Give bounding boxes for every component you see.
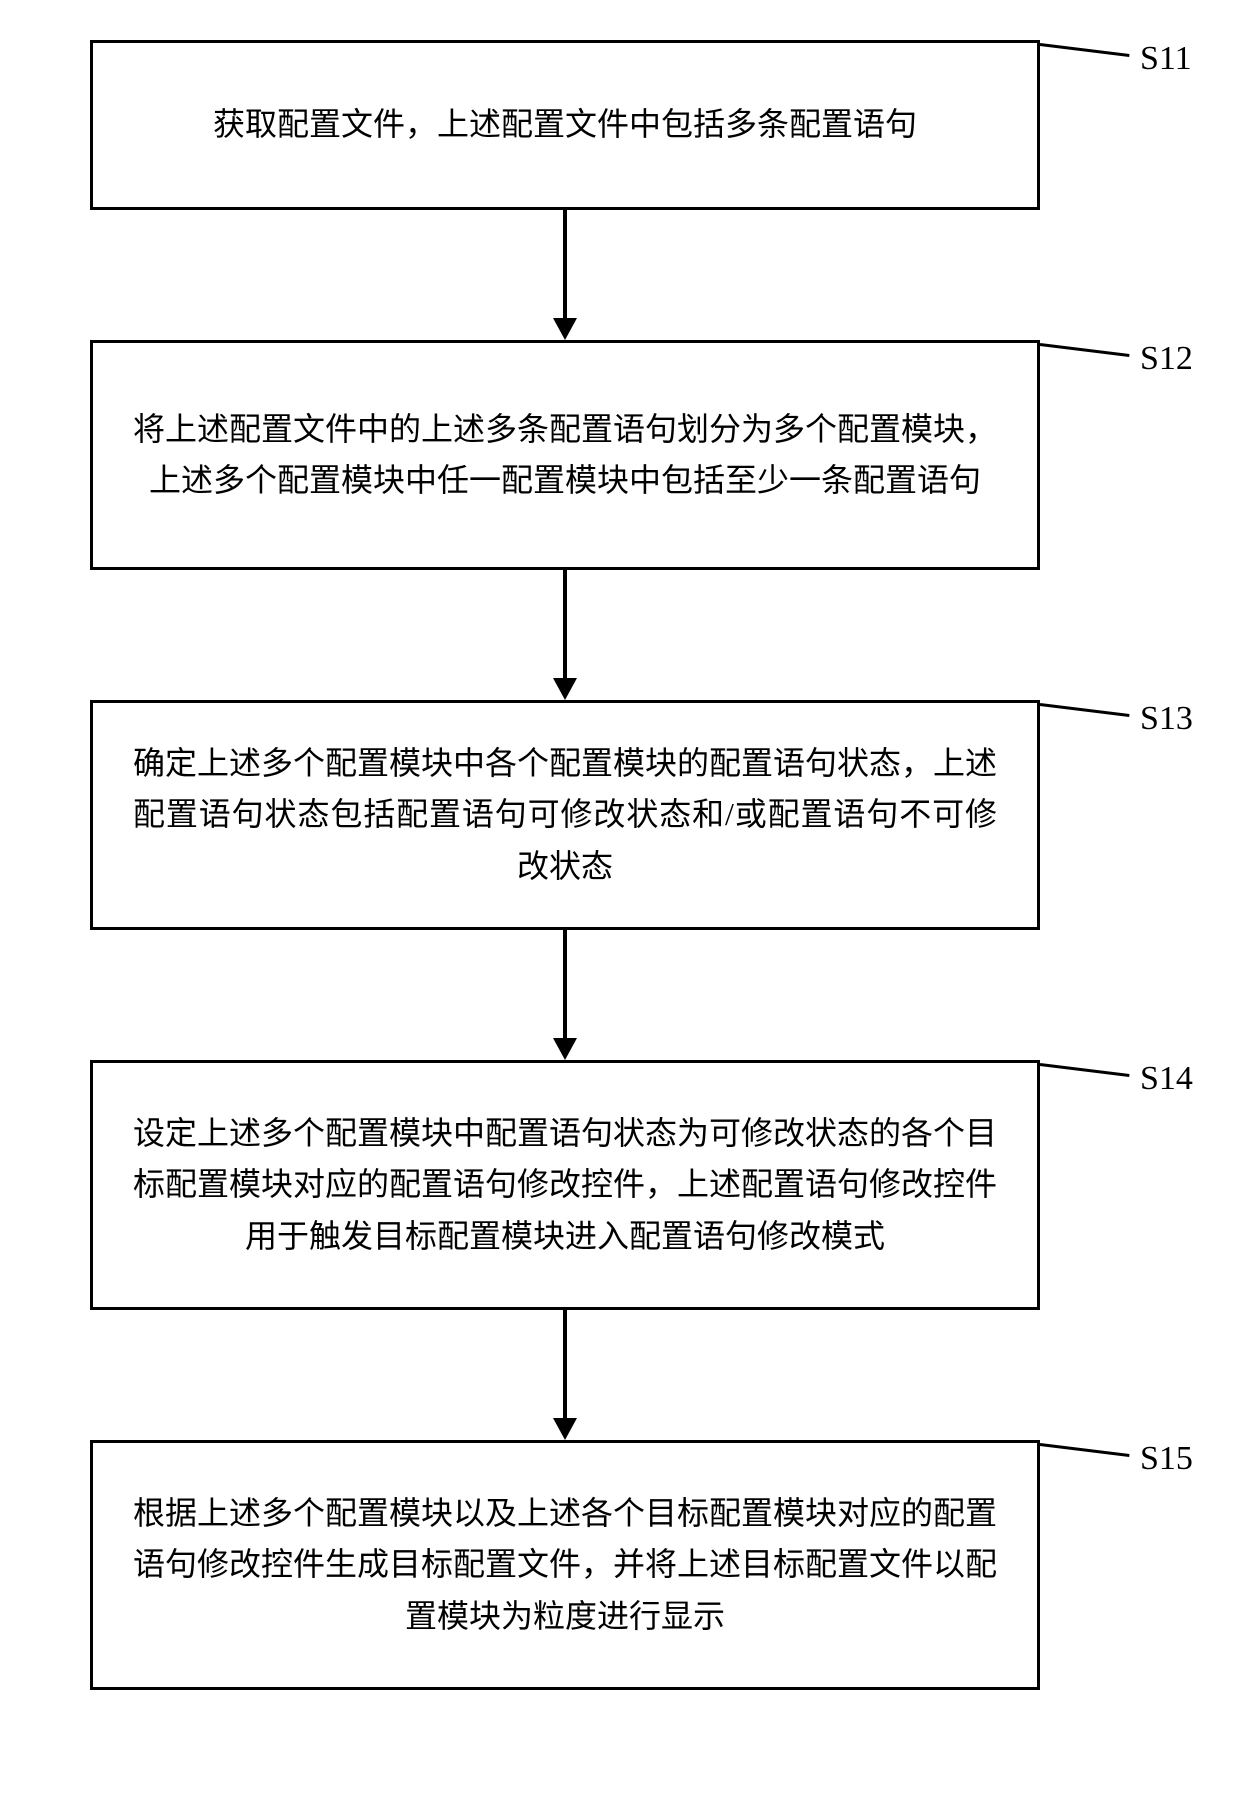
step-text-s13: 确定上述多个配置模块中各个配置模块的配置语句状态，上述配置语句状态包括配置语句可… bbox=[133, 738, 997, 892]
arrow-line-4 bbox=[563, 1310, 567, 1418]
step-box-s14: 设定上述多个配置模块中配置语句状态为可修改状态的各个目标配置模块对应的配置语句修… bbox=[90, 1060, 1040, 1310]
arrow-line-2 bbox=[563, 570, 567, 678]
step-text-s15: 根据上述多个配置模块以及上述各个目标配置模块对应的配置语句修改控件生成目标配置文… bbox=[133, 1488, 997, 1642]
arrow-head-2 bbox=[553, 678, 577, 700]
step-text-s12: 将上述配置文件中的上述多条配置语句划分为多个配置模块，上述多个配置模块中任一配置… bbox=[133, 404, 997, 506]
arrow-head-3 bbox=[553, 1038, 577, 1060]
connector-s15 bbox=[1040, 1443, 1130, 1457]
arrow-line-1 bbox=[563, 210, 567, 318]
arrow-line-3 bbox=[563, 930, 567, 1038]
step-label-s12: S12 bbox=[1140, 340, 1193, 378]
step-box-s13: 确定上述多个配置模块中各个配置模块的配置语句状态，上述配置语句状态包括配置语句可… bbox=[90, 700, 1040, 930]
step-text-s14: 设定上述多个配置模块中配置语句状态为可修改状态的各个目标配置模块对应的配置语句修… bbox=[133, 1108, 997, 1262]
step-label-s15: S15 bbox=[1140, 1440, 1193, 1478]
step-box-s11: 获取配置文件，上述配置文件中包括多条配置语句 bbox=[90, 40, 1040, 210]
step-label-s13: S13 bbox=[1140, 700, 1193, 738]
connector-s13 bbox=[1040, 703, 1130, 717]
connector-s12 bbox=[1040, 343, 1130, 357]
connector-s14 bbox=[1040, 1063, 1130, 1077]
step-text-s11: 获取配置文件，上述配置文件中包括多条配置语句 bbox=[213, 99, 917, 150]
step-label-s14: S14 bbox=[1140, 1060, 1193, 1098]
step-label-s11: S11 bbox=[1140, 40, 1192, 78]
arrow-head-4 bbox=[553, 1418, 577, 1440]
connector-s11 bbox=[1040, 43, 1130, 57]
step-box-s15: 根据上述多个配置模块以及上述各个目标配置模块对应的配置语句修改控件生成目标配置文… bbox=[90, 1440, 1040, 1690]
step-box-s12: 将上述配置文件中的上述多条配置语句划分为多个配置模块，上述多个配置模块中任一配置… bbox=[90, 340, 1040, 570]
flowchart-container: 获取配置文件，上述配置文件中包括多条配置语句 S11 将上述配置文件中的上述多条… bbox=[0, 0, 1240, 1796]
arrow-head-1 bbox=[553, 318, 577, 340]
